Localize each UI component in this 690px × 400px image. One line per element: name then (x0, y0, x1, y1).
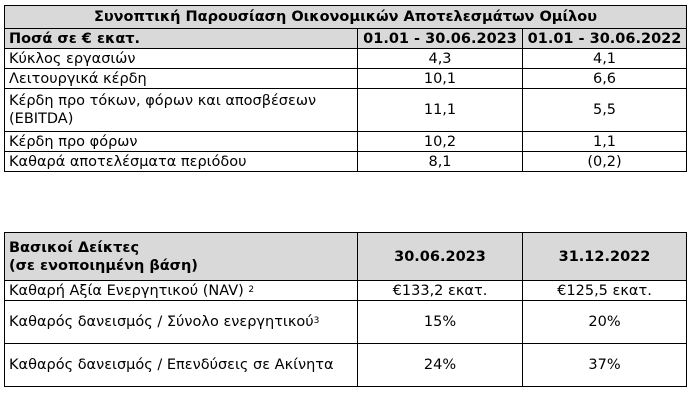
table-row: Κύκλος εργασιών 4,3 4,1 (4, 48, 688, 69)
row-value-2022: 4,1 (521, 48, 688, 69)
header-date-2022: 31.12.2022 (522, 232, 687, 281)
table-title-row: Συνοπτική Παρουσίαση Οικονομικών Αποτελε… (3, 5, 688, 29)
row-value-2022: 6,6 (521, 68, 688, 89)
row-label: Καθαρά αποτελέσματα περιόδου (4, 151, 358, 172)
header-period-2023: 01.01 - 30.06.2023 (357, 28, 523, 49)
row-value-2023: 10,1 (357, 68, 523, 89)
row-label: Λειτουργικά κέρδη (4, 68, 358, 89)
table-row: Καθαρά αποτελέσματα περιόδου 8,1 (0,2) (4, 151, 688, 172)
row-value-2022: 37% (522, 343, 687, 387)
header-line-1: Βασικοί Δείκτες (9, 239, 140, 256)
row-label-text: Καθαρός δανεισμός / Σύνολο ενεργητικού (9, 314, 314, 330)
financial-results-table: Συνοπτική Παρουσίαση Οικονομικών Αποτελε… (3, 5, 688, 172)
row-value-2023: 15% (357, 300, 523, 344)
table-row: Καθαρή Αξία Ενεργητικού (NAV) 2 €133,2 ε… (4, 280, 687, 301)
row-label: Καθαρός δανεισμός / Σύνολο ενεργητικού3 (4, 300, 358, 344)
row-label: Καθαρή Αξία Ενεργητικού (NAV) 2 (4, 280, 358, 301)
footnote-marker: 2 (248, 284, 255, 295)
footnote-marker: 3 (313, 316, 320, 326)
row-value-2022: 20% (522, 300, 687, 344)
table-title: Συνοπτική Παρουσίαση Οικονομικών Αποτελε… (3, 5, 688, 29)
row-value-2023: 8,1 (357, 151, 523, 172)
row-label: Καθαρός δανεισμός / Επενδύσεις σε Ακίνητ… (4, 343, 358, 387)
row-value-2022: 1,1 (521, 131, 688, 152)
table-row: Καθαρός δανεισμός / Επενδύσεις σε Ακίνητ… (4, 343, 687, 387)
table-row: Λειτουργικά κέρδη 10,1 6,6 (4, 68, 688, 89)
row-label: Κύκλος εργασιών (4, 48, 358, 69)
key-ratios-table: Βασικοί Δείκτες (σε ενοποιημένη βάση) 30.… (4, 232, 687, 387)
row-value-2023: 24% (357, 343, 523, 387)
row-value-2023: 4,3 (357, 48, 523, 69)
table-row: Καθαρός δανεισμός / Σύνολο ενεργητικού3 … (4, 300, 687, 344)
header-date-2023: 30.06.2023 (357, 232, 523, 281)
row-value-2022: (0,2) (521, 151, 688, 172)
header-line-2: (σε ενοποιημένη βάση) (9, 257, 198, 274)
row-value-2023: €133,2 εκατ. (357, 280, 523, 301)
row-value-2022: €125,5 εκατ. (522, 280, 687, 301)
row-label-text: Καθαρή Αξία Ενεργητικού (NAV) (9, 282, 244, 299)
row-label: Κέρδη προ φόρων (4, 131, 358, 152)
header-key-ratios: Βασικοί Δείκτες (σε ενοποιημένη βάση) (4, 232, 358, 281)
header-amounts: Ποσά σε € εκατ. (4, 28, 358, 49)
table-row: Κέρδη προ φόρων 10,2 1,1 (4, 131, 688, 152)
row-value-2023: 10,2 (357, 131, 523, 152)
row-value-2023: 11,1 (357, 88, 523, 132)
row-label: Κέρδη προ τόκων, φόρων και αποσβέσεων (E… (4, 88, 358, 132)
header-row: Βασικοί Δείκτες (σε ενοποιημένη βάση) 30.… (4, 232, 687, 281)
table-row: Κέρδη προ τόκων, φόρων και αποσβέσεων (E… (4, 88, 688, 132)
header-row: Ποσά σε € εκατ. 01.01 - 30.06.2023 01.01… (4, 28, 688, 49)
header-period-2022: 01.01 - 30.06.2022 (521, 28, 688, 49)
row-value-2022: 5,5 (521, 88, 688, 132)
